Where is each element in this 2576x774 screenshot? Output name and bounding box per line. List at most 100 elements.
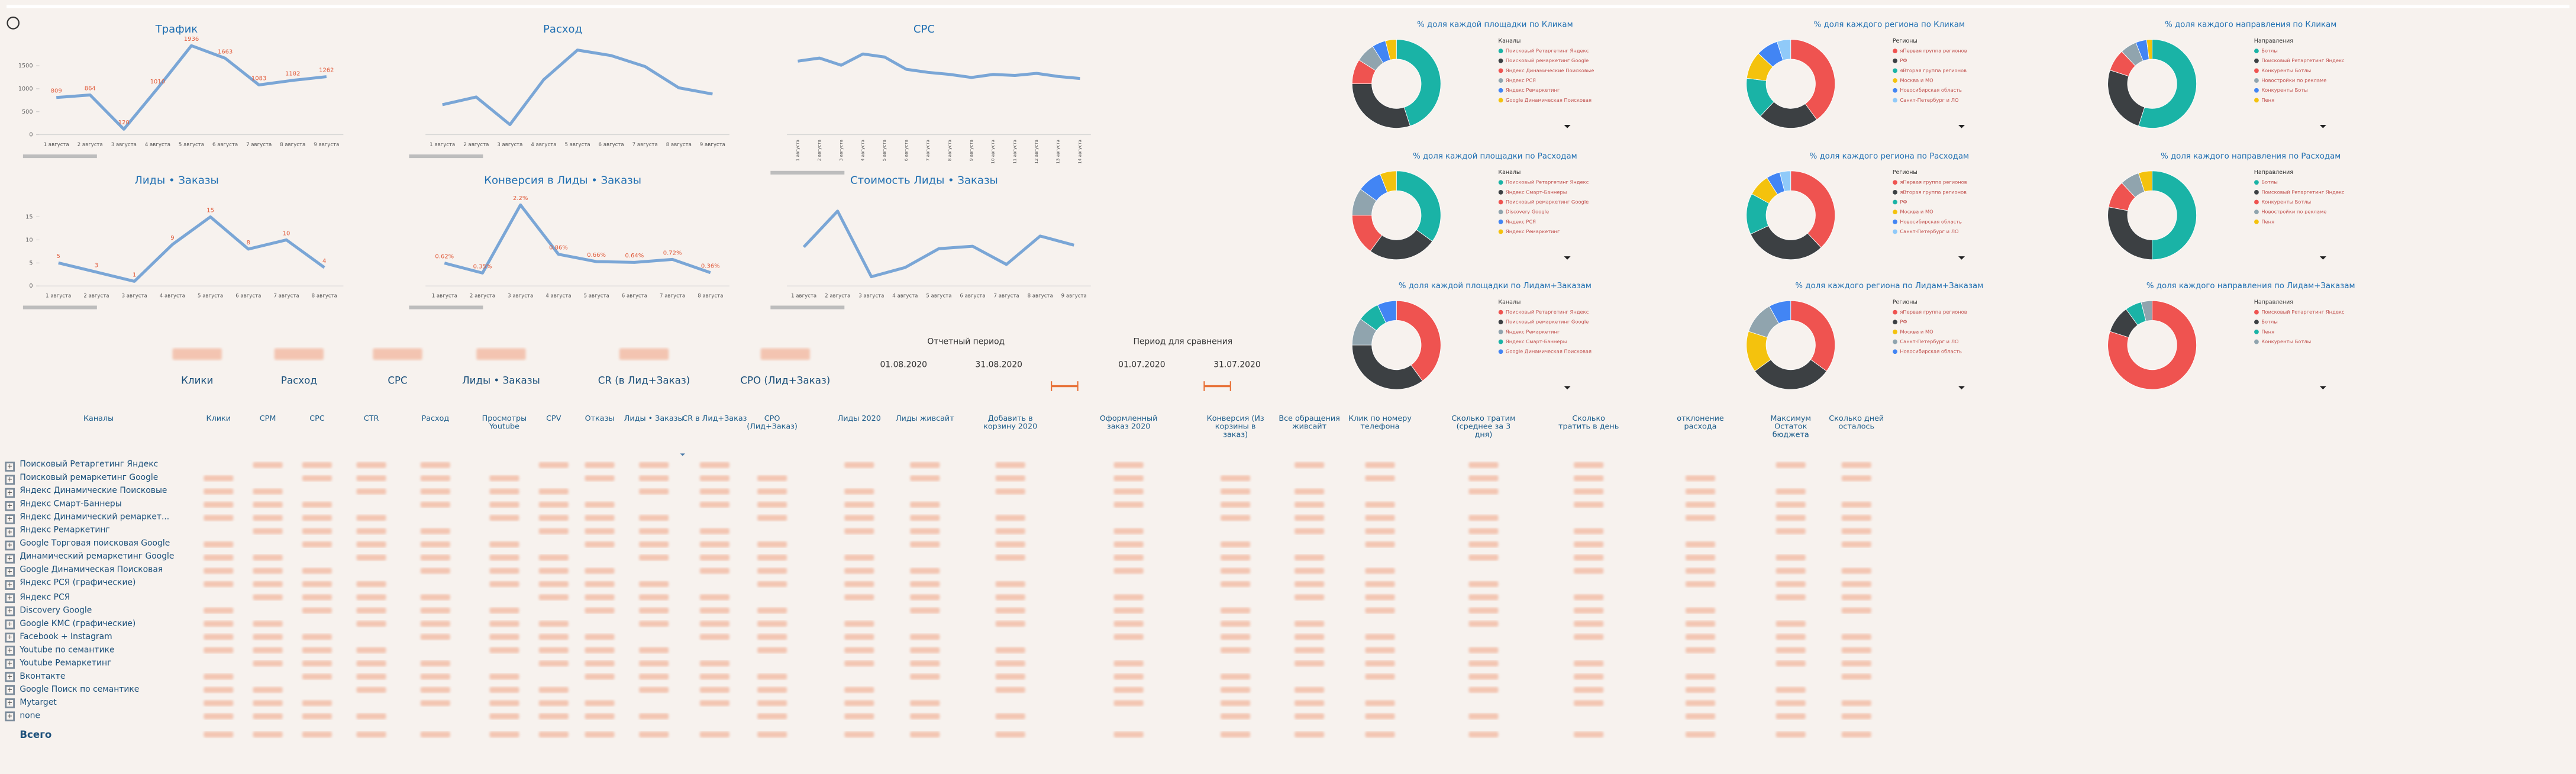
data-label: 0.35%	[473, 263, 492, 270]
line	[802, 209, 1074, 279]
legend-more[interactable]	[1958, 256, 1965, 260]
expand-toggle[interactable]: +	[5, 672, 15, 683]
legend-more[interactable]	[2319, 386, 2326, 390]
legend-more[interactable]	[1564, 256, 1571, 260]
expand-toggle[interactable]: +	[5, 540, 15, 550]
scrollbar[interactable]	[770, 170, 845, 175]
blurred-value	[420, 700, 450, 707]
legend-more[interactable]	[2319, 256, 2326, 260]
legend-label: РФ	[1900, 199, 1907, 205]
legend-more[interactable]	[2319, 125, 2326, 128]
legend-more[interactable]	[1958, 386, 1965, 390]
expand-toggle[interactable]: +	[5, 699, 15, 709]
blurred-value	[1468, 475, 1499, 482]
expand-toggle[interactable]: +	[5, 500, 15, 511]
expand-toggle[interactable]: +	[5, 633, 15, 643]
blurred-value	[1365, 501, 1395, 508]
blurred-value	[302, 647, 332, 653]
pie-slice	[1790, 170, 1836, 249]
blurred-value	[995, 713, 1025, 720]
expand-toggle[interactable]: +	[5, 685, 15, 696]
x-tick-label: 6 августа	[599, 142, 624, 148]
blurred-value	[585, 607, 615, 614]
column-header: Отказы	[585, 415, 615, 424]
expand-toggle[interactable]: +	[5, 553, 15, 564]
scrollbar[interactable]	[409, 154, 483, 159]
legend-swatch	[1498, 219, 1503, 224]
legend-more[interactable]	[1564, 125, 1571, 128]
blurred-value	[1841, 634, 1871, 640]
blurred-value	[420, 686, 450, 693]
legend-swatch	[1498, 88, 1503, 93]
kpi-label: CR (в Лид+Заказ)	[598, 375, 690, 386]
expand-toggle[interactable]: +	[5, 593, 15, 604]
blurred-value	[619, 348, 669, 360]
blurred-value	[757, 700, 787, 707]
blurred-value	[302, 713, 332, 720]
blurred-value	[585, 515, 615, 521]
blurred-value	[489, 501, 519, 508]
x-tick-label: 6 августа	[212, 142, 238, 148]
data-label: 0.86%	[549, 245, 568, 251]
expand-toggle[interactable]: +	[5, 659, 15, 669]
x-tick-label: 9 августа	[969, 140, 974, 161]
legend-swatch	[1893, 58, 1897, 63]
blurred-value	[639, 462, 669, 468]
expand-toggle[interactable]: +	[5, 646, 15, 656]
y-tick-label: 0	[29, 132, 33, 138]
blurred-value	[699, 673, 729, 680]
blurred-value	[1685, 700, 1715, 707]
blurred-value	[1295, 686, 1325, 693]
blurred-value	[844, 700, 874, 707]
blurred-value	[757, 554, 787, 561]
blurred-value	[1295, 621, 1325, 627]
expand-toggle[interactable]: +	[5, 580, 15, 590]
blurred-value	[910, 462, 940, 468]
legend-swatch	[2254, 98, 2259, 103]
sort-icon[interactable]	[680, 453, 685, 456]
blurred-value	[253, 647, 283, 653]
x-tick-label: 7 августа	[660, 293, 685, 299]
back-button[interactable]	[7, 17, 20, 30]
expand-toggle[interactable]: +	[5, 712, 15, 723]
blurred-value	[844, 621, 874, 627]
expand-toggle[interactable]: +	[5, 460, 15, 471]
expand-toggle[interactable]: +	[5, 527, 15, 537]
blurred-value	[253, 501, 283, 508]
scrollbar[interactable]	[409, 305, 483, 309]
legend-label: Поисковый ремаркетинг Google	[1506, 319, 1589, 325]
blurred-value	[1295, 567, 1325, 574]
blurred-value	[1221, 501, 1251, 508]
x-tick-label: 8 августа	[666, 142, 692, 148]
expand-toggle[interactable]: +	[5, 620, 15, 630]
data-label: 1083	[251, 75, 266, 82]
blurred-value	[1685, 475, 1715, 482]
expand-toggle[interactable]: +	[5, 606, 15, 617]
expand-toggle[interactable]: +	[5, 474, 15, 484]
x-tick-label: 4 августа	[545, 293, 571, 299]
scrollbar[interactable]	[22, 305, 97, 309]
expand-toggle[interactable]: +	[5, 566, 15, 577]
blurred-value	[1365, 528, 1395, 534]
blurred-value	[1776, 462, 1806, 468]
blurred-value	[538, 567, 569, 574]
blurred-value	[1685, 621, 1715, 627]
blurred-value	[420, 488, 450, 495]
legend-more[interactable]	[1958, 125, 1965, 128]
column-header: CR в Лид+Заказ	[682, 415, 747, 424]
blurred-value	[585, 634, 615, 640]
blurred-value	[639, 686, 669, 693]
expand-toggle[interactable]: +	[5, 514, 15, 524]
blurred-value	[420, 634, 450, 640]
blurred-value	[995, 528, 1025, 534]
expand-toggle[interactable]: +	[5, 487, 15, 498]
chart-title: % доля каждого региона по Кликам	[1814, 21, 1965, 30]
scrollbar[interactable]	[22, 154, 97, 159]
scrollbar[interactable]	[770, 305, 845, 309]
blurred-value	[585, 541, 615, 547]
blurred-value	[420, 528, 450, 534]
blurred-value	[489, 634, 519, 640]
blurred-value	[538, 488, 569, 495]
legend-more[interactable]	[1564, 386, 1571, 390]
data-label: 8	[247, 240, 250, 246]
